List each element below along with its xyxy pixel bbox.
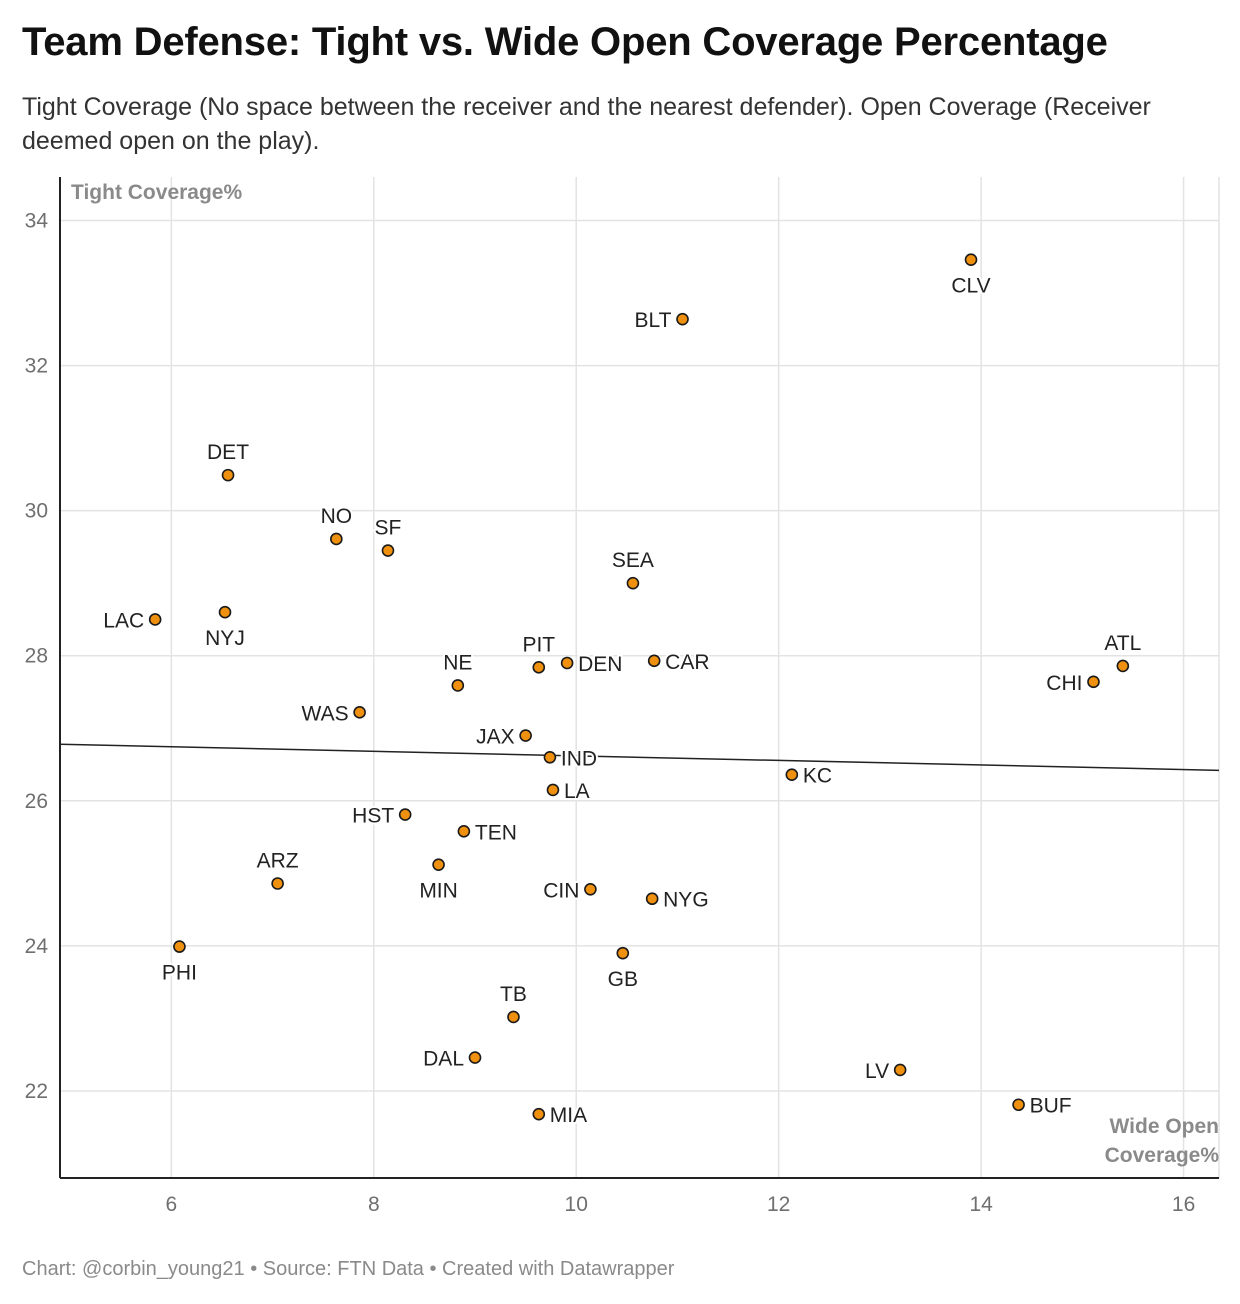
- data-point-atl: [1116, 659, 1130, 673]
- data-label-chi: CHI: [1046, 672, 1082, 695]
- data-point-sea: [626, 576, 640, 590]
- x-axis-title: Wide Open Coverage%: [1105, 1115, 1220, 1167]
- data-label-jax: JAX: [476, 726, 515, 749]
- data-point-blt: [676, 312, 689, 326]
- data-label-clv: CLV: [951, 275, 990, 298]
- y-tick-label: 22: [25, 1080, 48, 1103]
- data-label-blt: BLT: [635, 309, 672, 332]
- data-label-la: LA: [564, 780, 590, 803]
- data-label-buf: BUF: [1030, 1095, 1072, 1118]
- y-tick-label: 24: [25, 935, 49, 958]
- x-tick-label: 10: [565, 1193, 588, 1216]
- data-label-sf: SF: [375, 517, 402, 540]
- data-label-no: NO: [321, 505, 353, 528]
- data-point-cin: [584, 883, 597, 896]
- data-label-arz: ARZ: [257, 850, 299, 873]
- data-point-nyj: [218, 605, 232, 619]
- trendline: [59, 743, 1220, 772]
- scatter-chart: 6 8 10 12 14 16 22 24 26 28 30 32 34 CLV BLT DET NO SF SE…: [25, 177, 1220, 1216]
- data-point-la: [546, 783, 560, 797]
- data-point-arz: [271, 877, 284, 890]
- data-label-ne: NE: [443, 651, 472, 674]
- data-label-pit: PIT: [522, 633, 555, 656]
- data-label-det: DET: [207, 441, 249, 464]
- x-tick-label: 8: [368, 1193, 380, 1216]
- data-label-mia: MIA: [550, 1104, 587, 1127]
- data-point-ind: [543, 750, 557, 764]
- data-label-cin: CIN: [543, 879, 579, 902]
- data-label-lv: LV: [865, 1060, 889, 1083]
- axes: 6 8 10 12 14 16 22 24 26 28 30 32 34: [25, 177, 1219, 1216]
- data-point-buf: [1012, 1098, 1025, 1112]
- y-tick-label: 30: [25, 500, 48, 523]
- chart-title: Team Defense: Tight vs. Wide Open Covera…: [22, 20, 1108, 64]
- y-axis-title: Tight Coverage%: [71, 181, 242, 204]
- data-point-gb: [616, 946, 630, 960]
- data-point-car: [647, 654, 661, 668]
- x-tick-label: 6: [166, 1193, 178, 1216]
- data-point-phi: [173, 940, 186, 953]
- data-point-no: [330, 532, 343, 546]
- x-tick-label: 12: [767, 1193, 790, 1216]
- y-tick-label: 32: [25, 355, 48, 378]
- data-label-car: CAR: [665, 651, 709, 674]
- data-label-tb: TB: [500, 983, 527, 1006]
- data-label-sea: SEA: [612, 549, 654, 572]
- data-point-min: [432, 858, 445, 871]
- data-point-lv: [893, 1063, 907, 1077]
- data-point-pit: [532, 661, 546, 674]
- data-label-atl: ATL: [1104, 632, 1141, 655]
- data-label-phi: PHI: [162, 962, 197, 985]
- data-label-hst: HST: [352, 805, 394, 828]
- data-point-jax: [519, 729, 532, 742]
- chart-footer-credit: Chart: @corbin_young21 • Source: FTN Dat…: [22, 1258, 675, 1280]
- data-point-was: [353, 706, 366, 719]
- data-label-nyj: NYJ: [205, 627, 245, 650]
- gridlines: [60, 177, 1220, 1178]
- data-point-mia: [532, 1107, 546, 1121]
- data-point-nyg: [645, 892, 659, 906]
- data-point-dal: [468, 1051, 482, 1064]
- chart-subtitle: Tight Coverage (No space between the rec…: [22, 93, 1151, 155]
- data-label-ind: IND: [561, 747, 597, 770]
- data-point-ne: [451, 679, 465, 692]
- data-label-dal: DAL: [423, 1048, 464, 1071]
- data-label-nyg: NYG: [663, 889, 709, 912]
- x-axis-title-line: Wide Open: [1110, 1115, 1219, 1138]
- x-axis-title-line: Coverage%: [1105, 1144, 1220, 1167]
- data-points: [148, 253, 1130, 1121]
- data-label-gb: GB: [608, 968, 638, 991]
- y-tick-label: 26: [25, 790, 48, 813]
- data-label-ten: TEN: [475, 821, 517, 844]
- x-tick-label: 16: [1172, 1193, 1195, 1216]
- data-point-clv: [964, 253, 978, 266]
- data-point-ten: [457, 824, 471, 838]
- data-label-lac: LAC: [103, 609, 144, 632]
- data-point-det: [221, 468, 235, 482]
- x-tick-label: 14: [969, 1193, 993, 1216]
- data-label-den: DEN: [578, 653, 622, 676]
- data-point-hst: [398, 808, 412, 821]
- data-point-tb: [507, 1010, 520, 1024]
- data-labels: CLV BLT DET NO SF SEA LAC NYJ PIT DEN CAR NE ATL CHI W…: [101, 273, 1143, 1129]
- trendline-group: [59, 743, 1220, 772]
- data-point-sf: [381, 544, 395, 557]
- data-point-lac: [148, 613, 162, 626]
- data-label-was: WAS: [302, 702, 349, 725]
- data-point-den: [560, 656, 574, 670]
- y-tick-label: 28: [25, 645, 48, 668]
- y-tick-label: 34: [25, 210, 49, 233]
- data-point-kc: [785, 768, 799, 781]
- data-label-kc: KC: [803, 765, 832, 788]
- data-point-chi: [1087, 675, 1100, 689]
- data-label-min: MIN: [419, 880, 458, 903]
